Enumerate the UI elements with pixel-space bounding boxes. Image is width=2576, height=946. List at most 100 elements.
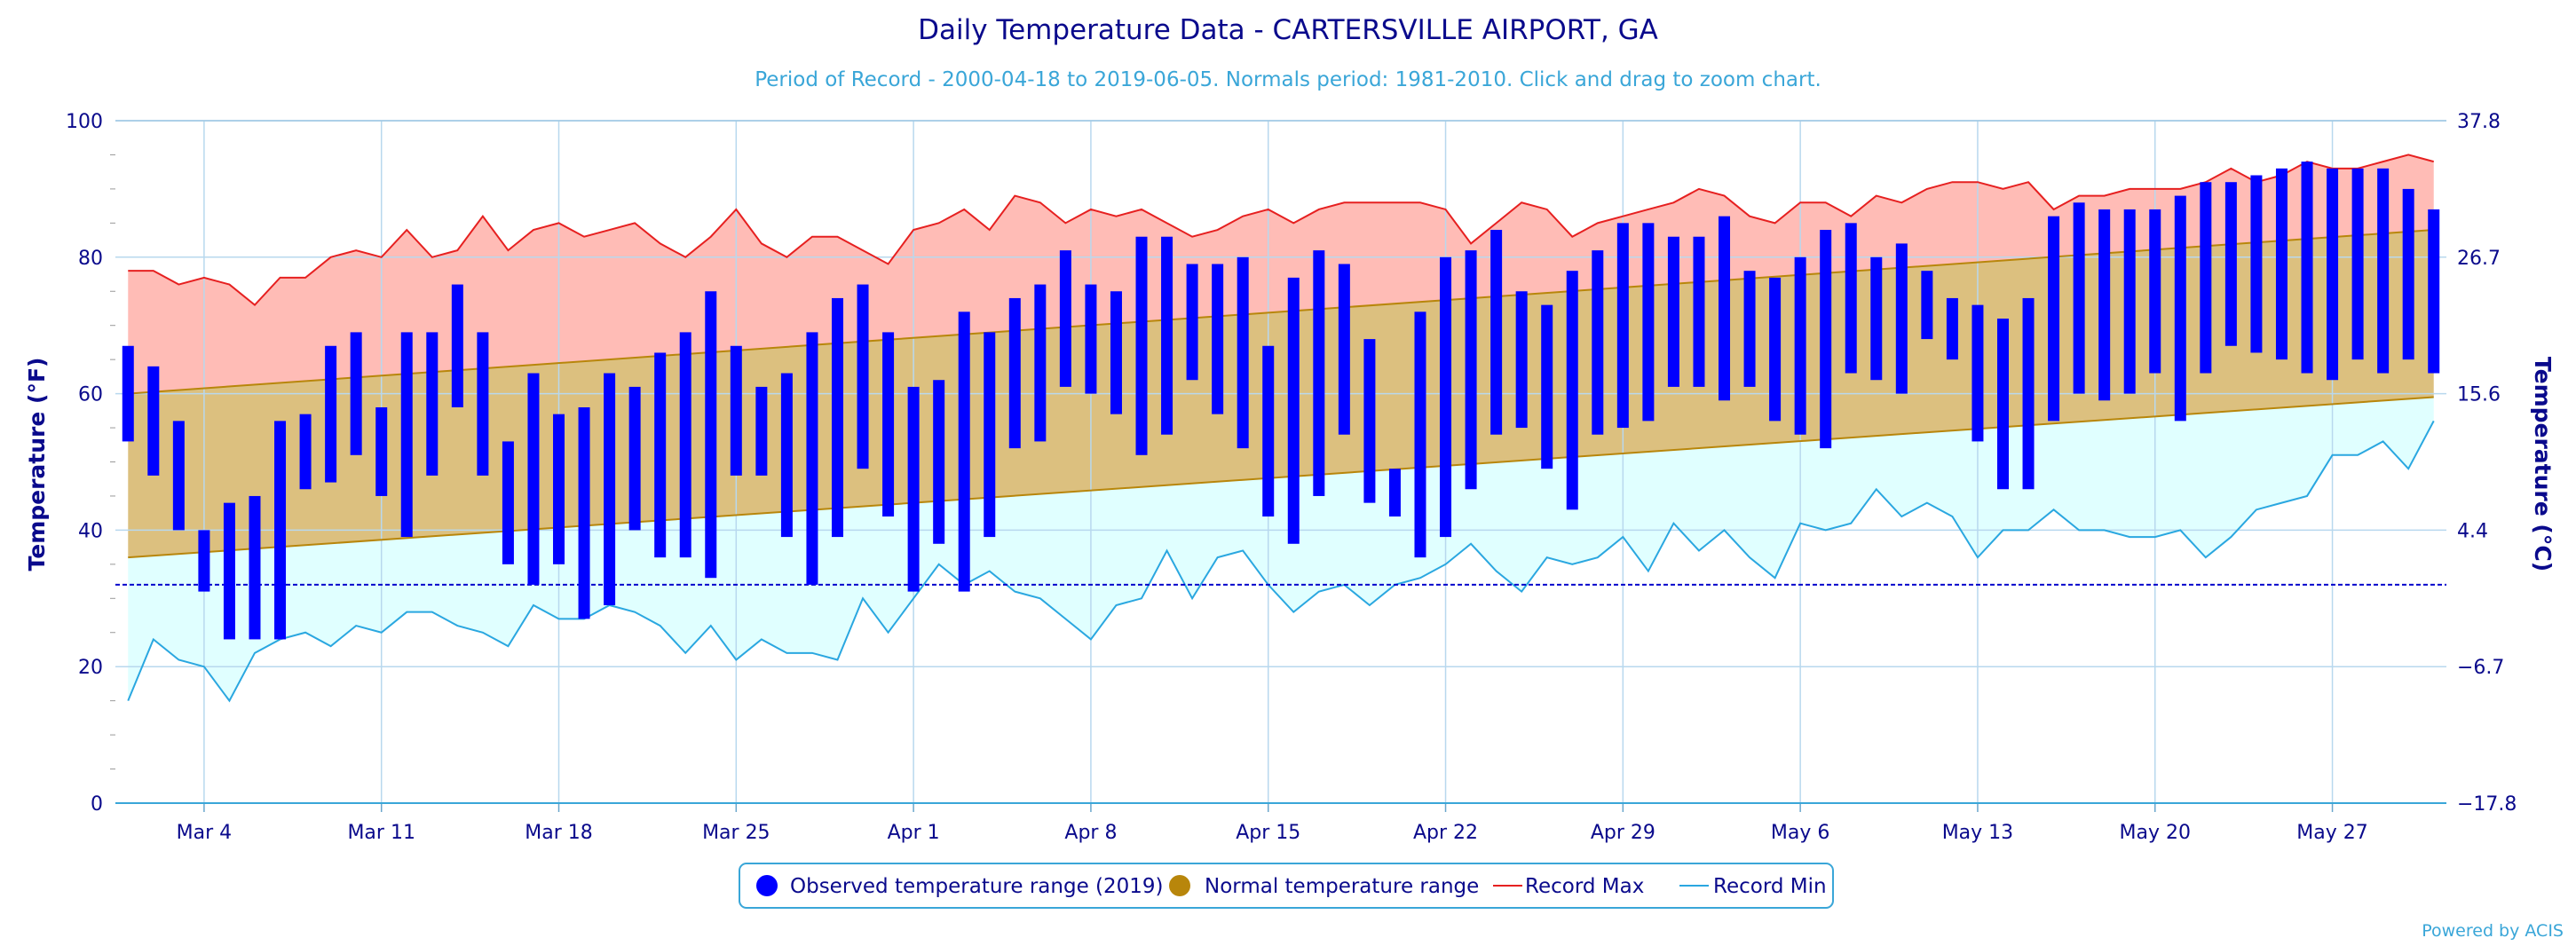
- observed-bar[interactable]: [1541, 304, 1553, 469]
- observed-bar[interactable]: [1465, 250, 1477, 490]
- observed-bar[interactable]: [604, 373, 616, 605]
- observed-bar[interactable]: [2250, 175, 2263, 353]
- observed-bar[interactable]: [400, 332, 413, 538]
- observed-bar[interactable]: [1921, 271, 1933, 340]
- observed-bar[interactable]: [1085, 284, 1097, 394]
- x-tick-label: Mar 11: [347, 822, 415, 844]
- observed-bar[interactable]: [806, 332, 818, 585]
- observed-bar[interactable]: [147, 366, 160, 476]
- observed-bar[interactable]: [1237, 256, 1249, 449]
- observed-bar[interactable]: [2327, 168, 2339, 381]
- observed-bar[interactable]: [2048, 216, 2060, 422]
- observed-bar[interactable]: [1414, 311, 1426, 558]
- observed-bar[interactable]: [2275, 168, 2288, 360]
- observed-bar[interactable]: [2123, 209, 2136, 394]
- legend-item-label[interactable]: Normal temperature range: [1205, 875, 1479, 898]
- observed-bar[interactable]: [2428, 209, 2440, 374]
- observed-bar[interactable]: [223, 502, 235, 640]
- observed-bar[interactable]: [1667, 236, 1679, 387]
- observed-bar[interactable]: [1845, 223, 1857, 374]
- observed-bar[interactable]: [249, 495, 261, 640]
- observed-bar[interactable]: [933, 380, 945, 544]
- observed-bar[interactable]: [1212, 264, 1224, 414]
- observed-bar[interactable]: [857, 284, 869, 469]
- observed-bar[interactable]: [755, 386, 768, 476]
- observed-bar[interactable]: [1769, 277, 1782, 422]
- observed-bar[interactable]: [2073, 202, 2085, 394]
- observed-bar[interactable]: [1262, 345, 1275, 517]
- observed-bar[interactable]: [1313, 250, 1325, 496]
- observed-bar[interactable]: [1034, 284, 1047, 442]
- observed-bar[interactable]: [1338, 264, 1350, 435]
- observed-bar[interactable]: [1287, 277, 1300, 544]
- observed-bar[interactable]: [1440, 256, 1452, 538]
- observed-bar[interactable]: [1186, 264, 1198, 381]
- observed-bar[interactable]: [1110, 291, 1122, 414]
- observed-bar[interactable]: [1515, 291, 1528, 429]
- observed-bar[interactable]: [1135, 236, 1148, 455]
- observed-bar[interactable]: [1642, 223, 1655, 422]
- observed-bar[interactable]: [375, 406, 388, 496]
- observed-bar[interactable]: [1616, 223, 1629, 429]
- observed-bar[interactable]: [984, 332, 996, 538]
- observed-bar[interactable]: [451, 284, 463, 407]
- legend-item-label[interactable]: Record Max: [1525, 875, 1644, 898]
- observed-bar[interactable]: [198, 530, 210, 592]
- observed-bar[interactable]: [1743, 271, 1756, 387]
- observed-bar[interactable]: [553, 414, 565, 564]
- observed-bar[interactable]: [2351, 168, 2364, 360]
- observed-bar[interactable]: [325, 345, 337, 483]
- observed-bar[interactable]: [730, 345, 742, 476]
- observed-bar[interactable]: [882, 332, 895, 517]
- observed-bar[interactable]: [350, 332, 362, 455]
- observed-bar[interactable]: [1895, 243, 1908, 394]
- observed-bar[interactable]: [299, 414, 312, 490]
- observed-bar[interactable]: [1008, 297, 1021, 449]
- observed-bar[interactable]: [2098, 209, 2111, 401]
- observed-bar[interactable]: [1592, 250, 1604, 435]
- observed-bar[interactable]: [172, 421, 185, 531]
- observed-bar[interactable]: [2174, 195, 2186, 422]
- observed-bar[interactable]: [1388, 469, 1401, 517]
- plot-area[interactable]: 0 −17.8 20 −6.7 40 4.4 60 15.6 80 26.7 100 37.8 Mar …: [66, 111, 2517, 844]
- observed-bar[interactable]: [2377, 168, 2390, 374]
- observed-bar[interactable]: [578, 406, 590, 619]
- observed-bar[interactable]: [1490, 230, 1503, 435]
- observed-bar[interactable]: [1363, 339, 1376, 503]
- observed-bar[interactable]: [2200, 182, 2212, 374]
- observed-bar[interactable]: [679, 332, 691, 558]
- observed-bar[interactable]: [1946, 297, 1958, 360]
- observed-bar[interactable]: [1059, 250, 1071, 387]
- observed-bar[interactable]: [1719, 216, 1731, 401]
- observed-bar[interactable]: [502, 441, 514, 564]
- observed-bar[interactable]: [426, 332, 439, 476]
- observed-bar[interactable]: [122, 345, 134, 442]
- observed-bar[interactable]: [1161, 236, 1173, 435]
- observed-bar[interactable]: [1972, 304, 1984, 442]
- legend-item-label[interactable]: Record Min: [1713, 875, 1827, 898]
- legend-item-label[interactable]: Observed temperature range (2019): [790, 875, 1164, 898]
- observed-bar[interactable]: [780, 373, 793, 538]
- observed-bar[interactable]: [705, 291, 717, 579]
- observed-bar[interactable]: [1870, 256, 1883, 381]
- observed-bar[interactable]: [958, 311, 970, 592]
- observed-bar[interactable]: [1820, 230, 1832, 449]
- observed-bar[interactable]: [654, 352, 667, 558]
- observed-bar[interactable]: [2149, 209, 2161, 374]
- observed-bar[interactable]: [907, 386, 920, 592]
- observed-bar[interactable]: [2402, 188, 2414, 360]
- observed-bar[interactable]: [2224, 182, 2237, 346]
- observed-bar[interactable]: [628, 386, 641, 531]
- observed-bar[interactable]: [1693, 236, 1705, 387]
- observed-bar[interactable]: [274, 421, 287, 640]
- observed-bar[interactable]: [831, 297, 843, 538]
- observed-bar[interactable]: [2022, 297, 2035, 490]
- credit-link[interactable]: Powered by ACIS: [2422, 921, 2564, 941]
- observed-bar[interactable]: [527, 373, 540, 585]
- observed-bar[interactable]: [477, 332, 489, 476]
- observed-bar[interactable]: [1996, 319, 2009, 490]
- observed-bar[interactable]: [2301, 162, 2313, 374]
- observed-bar[interactable]: [1794, 256, 1806, 435]
- observed-bar[interactable]: [1566, 271, 1578, 510]
